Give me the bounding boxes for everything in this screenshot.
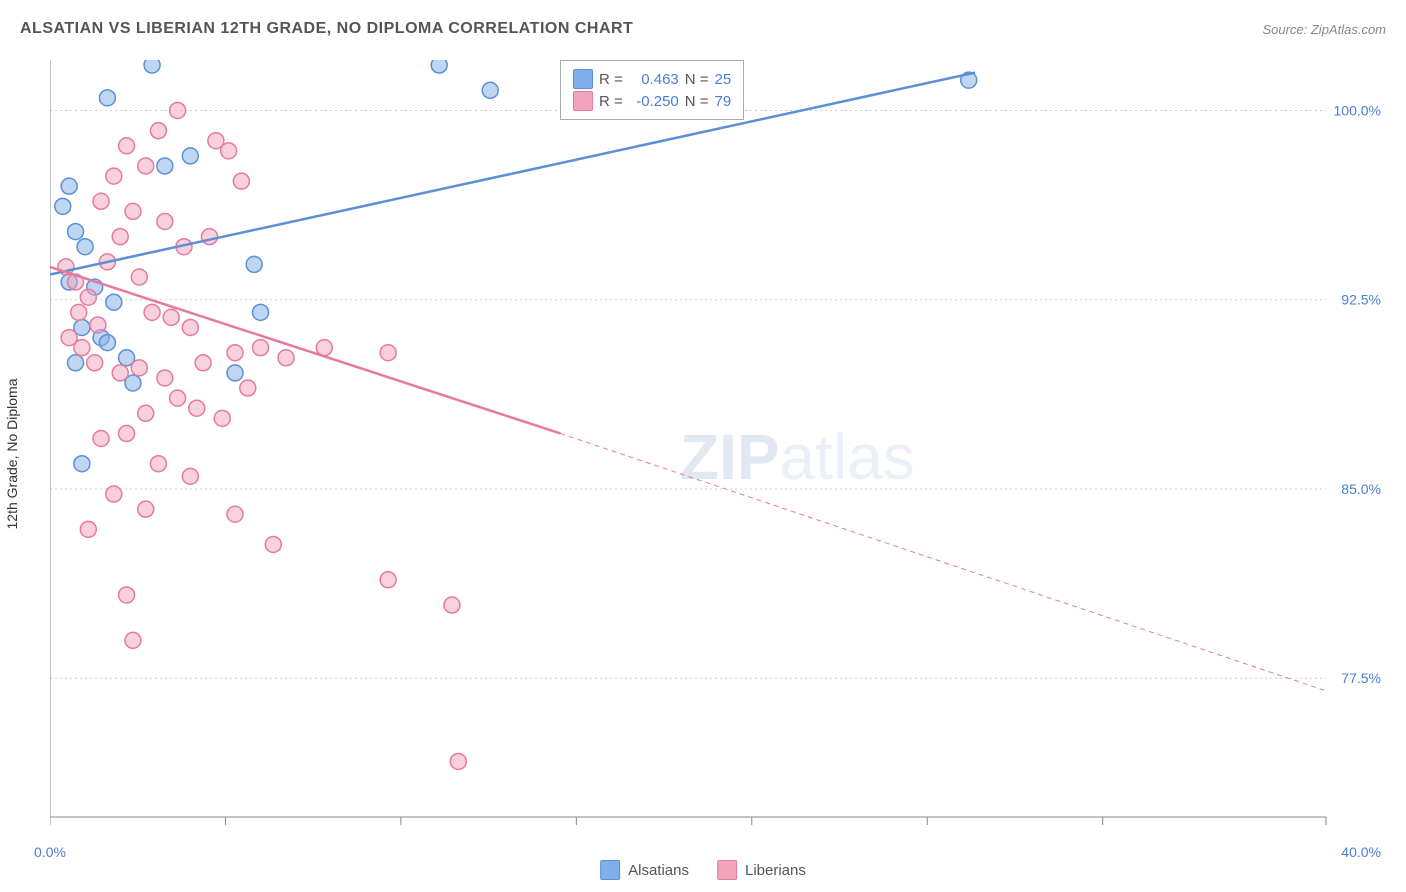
svg-text:92.5%: 92.5% bbox=[1341, 292, 1381, 308]
legend-correlation-row: R = -0.250 N = 79 bbox=[573, 91, 731, 111]
x-tick-label: 40.0% bbox=[1341, 844, 1381, 860]
legend-correlation: R = 0.463 N = 25 R = -0.250 N = 79 bbox=[560, 60, 744, 120]
legend-series-item: Liberians bbox=[717, 860, 806, 880]
n-label: N = bbox=[685, 93, 709, 110]
legend-correlation-row: R = 0.463 N = 25 bbox=[573, 69, 731, 89]
chart-title: ALSATIAN VS LIBERIAN 12TH GRADE, NO DIPL… bbox=[20, 20, 633, 38]
legend-swatch bbox=[600, 860, 620, 880]
n-label: N = bbox=[685, 71, 709, 88]
chart-area: 77.5% 85.0% 92.5% 100.0% bbox=[50, 60, 1386, 837]
legend-series-item: Alsatians bbox=[600, 860, 689, 880]
plot-svg: 77.5% 85.0% 92.5% 100.0% bbox=[50, 60, 1386, 837]
svg-text:100.0%: 100.0% bbox=[1334, 102, 1381, 118]
r-label: R = bbox=[599, 71, 623, 88]
n-value: 25 bbox=[715, 71, 732, 88]
r-label: R = bbox=[599, 93, 623, 110]
x-tick-label: 0.0% bbox=[34, 844, 66, 860]
legend-swatch bbox=[717, 860, 737, 880]
svg-text:85.0%: 85.0% bbox=[1341, 481, 1381, 497]
legend-swatch bbox=[573, 69, 593, 89]
legend-series-label: Alsatians bbox=[628, 862, 689, 879]
y-axis-label: 12th Grade, No Diploma bbox=[4, 379, 20, 530]
r-value: 0.463 bbox=[629, 71, 679, 88]
n-value: 79 bbox=[715, 93, 732, 110]
svg-text:77.5%: 77.5% bbox=[1341, 670, 1381, 686]
legend-series-label: Liberians bbox=[745, 862, 806, 879]
legend-series: Alsatians Liberians bbox=[600, 860, 806, 880]
r-value: -0.250 bbox=[629, 93, 679, 110]
chart-container: ALSATIAN VS LIBERIAN 12TH GRADE, NO DIPL… bbox=[0, 0, 1406, 892]
legend-swatch bbox=[573, 91, 593, 111]
source-label: Source: ZipAtlas.com bbox=[1262, 22, 1386, 37]
